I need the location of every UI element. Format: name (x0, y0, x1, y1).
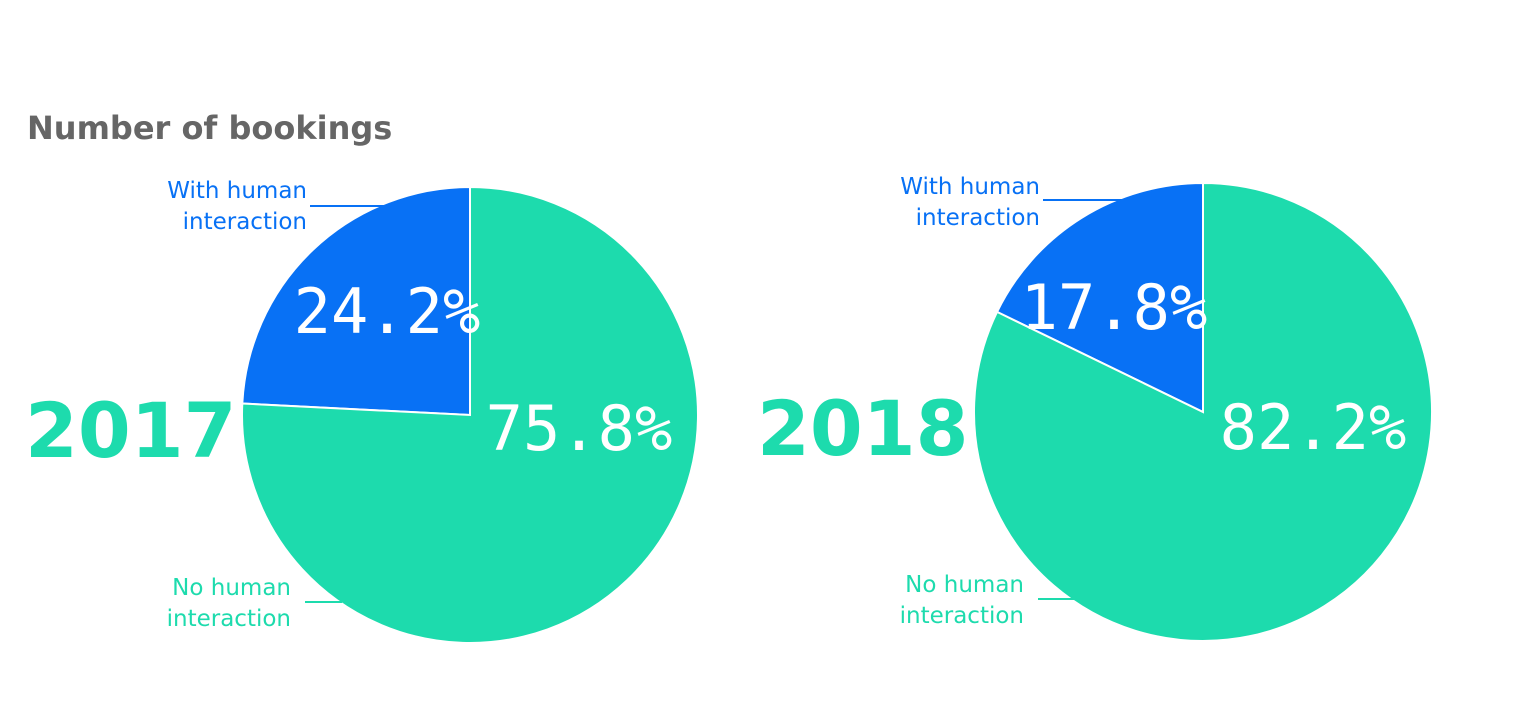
pie-slice-2018-with-human (995, 181, 1204, 414)
pct-label-2018-with-human: 17.8% (1021, 271, 1208, 344)
pct-label-2017-with-human: 24.2% (294, 275, 481, 348)
category-label-2018-with-human-line1: With human (900, 174, 1040, 200)
pie-slice-2018-no-human (973, 181, 1433, 642)
category-label-2017-no-human-line1: No human (172, 575, 291, 601)
pct-label-2017-no-human: 75.8% (486, 392, 673, 465)
category-label-2017-with-human-line2: interaction (183, 209, 307, 235)
year-label-2017: 2017 (25, 386, 237, 475)
chart-title: Number of bookings (27, 109, 392, 147)
category-label-2018-no-human-line2: interaction (900, 603, 1024, 629)
category-label-2017-with-human-line1: With human (167, 178, 307, 204)
pie-chart-2017: 2017 24.2%75.8% With human interaction No hu… (25, 178, 699, 644)
pie-slice-2017-no-human (241, 185, 699, 644)
category-label-2018-with-human-line2: interaction (916, 205, 1040, 231)
category-label-2017-no-human-line2: interaction (167, 606, 291, 632)
pie-chart-2018: 2018 17.8%82.2% With human interaction No hu… (757, 174, 1433, 642)
year-label-2018: 2018 (757, 384, 969, 473)
pct-label-2018-no-human: 82.2% (1220, 391, 1407, 464)
category-label-2018-no-human-line1: No human (905, 572, 1024, 598)
pie-slice-2017-with-human (241, 185, 471, 417)
